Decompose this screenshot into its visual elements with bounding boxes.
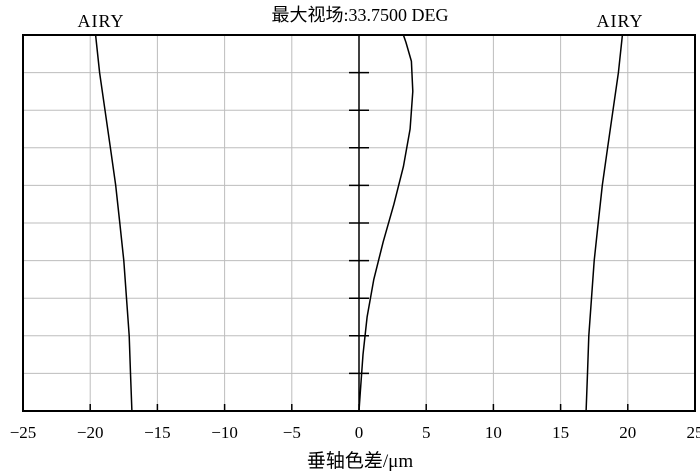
x-tick-label: 20 bbox=[619, 423, 636, 442]
x-tick-label: 25 bbox=[687, 423, 700, 442]
chart-title: 最大视场:33.7500 DEG bbox=[272, 5, 449, 25]
x-tick-label: −10 bbox=[211, 423, 238, 442]
x-tick-labels: −25 −20 −15 −10 −5 0 5 10 15 20 25 bbox=[10, 423, 700, 442]
x-tick-label: 10 bbox=[485, 423, 502, 442]
airy-label-left: AIRY bbox=[77, 11, 124, 31]
series-line-airy-right bbox=[585, 34, 624, 412]
x-axis-label: 垂轴色差/μm bbox=[307, 450, 413, 472]
center-axis-ticks bbox=[349, 35, 369, 411]
x-ticks bbox=[22, 404, 696, 411]
x-tick-label: −20 bbox=[77, 423, 104, 442]
x-tick-label: −15 bbox=[144, 423, 171, 442]
series-group bbox=[94, 34, 624, 412]
x-tick-label: −25 bbox=[10, 423, 37, 442]
x-tick-label: −5 bbox=[283, 423, 301, 442]
series-line-airy-left bbox=[94, 34, 133, 412]
x-tick-label: 5 bbox=[422, 423, 431, 442]
x-tick-label: 15 bbox=[552, 423, 569, 442]
series-line-lateral-color bbox=[358, 34, 414, 412]
x-tick-label: 0 bbox=[355, 423, 364, 442]
airy-label-right: AIRY bbox=[596, 11, 643, 31]
